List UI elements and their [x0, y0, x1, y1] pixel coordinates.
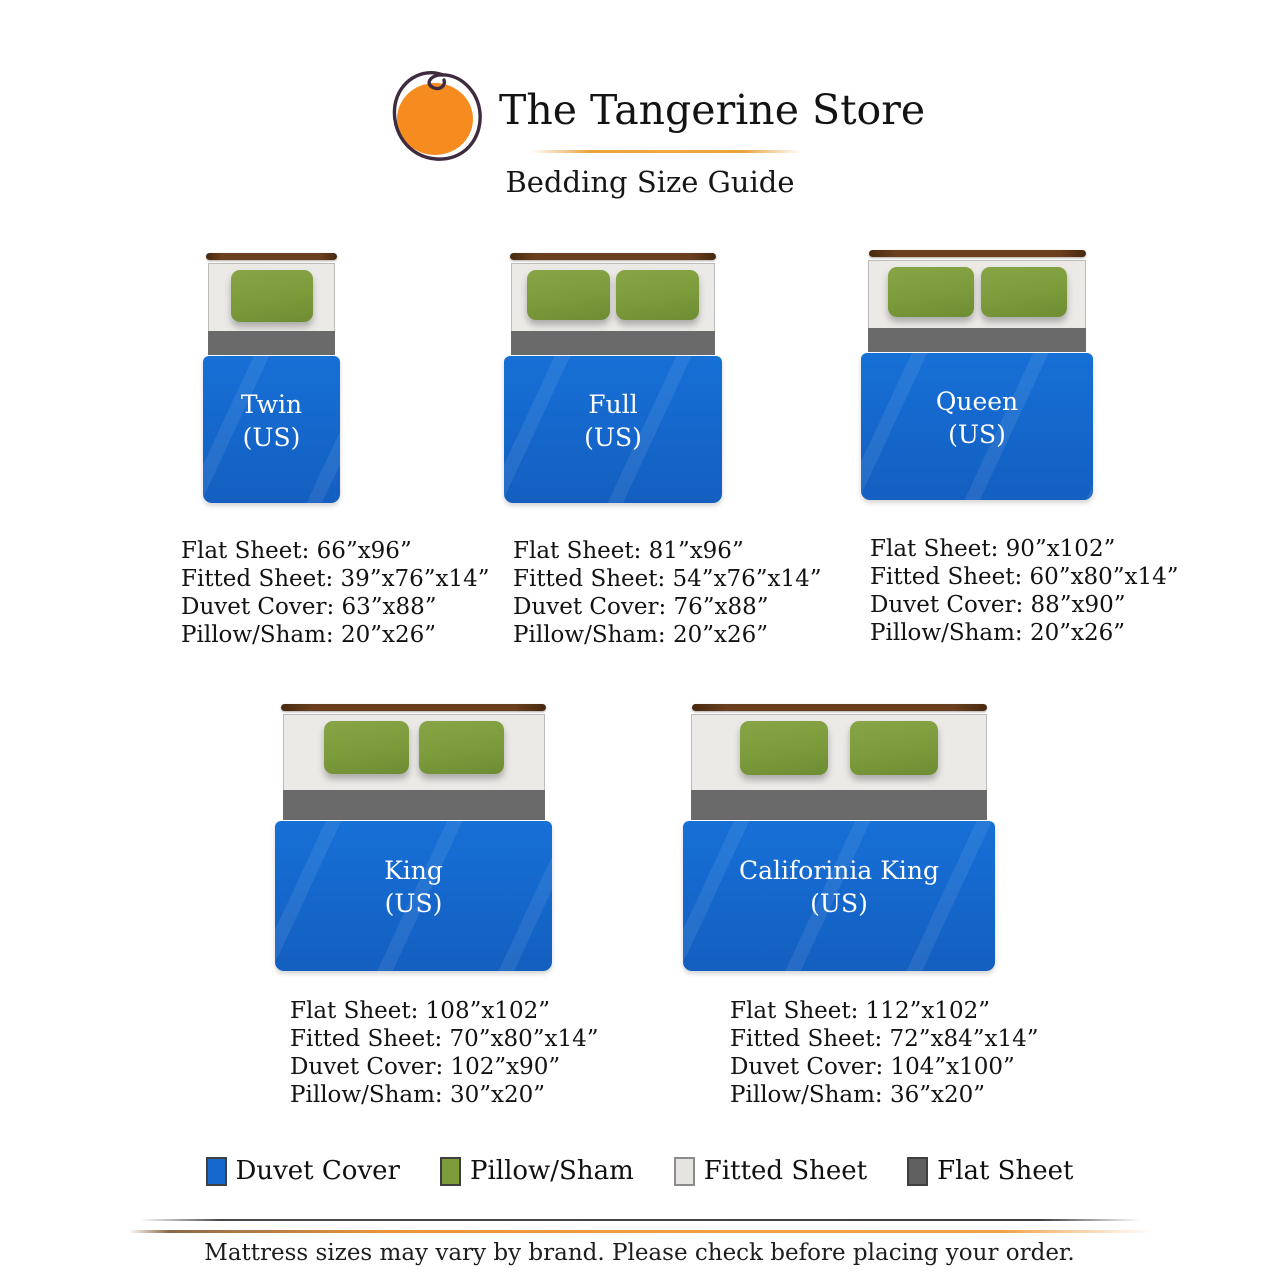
spec-line: Fitted Sheet: 54”x76”x14” — [513, 566, 822, 592]
legend-swatch-duvet-cover — [205, 1156, 227, 1186]
spec-line: Fitted Sheet: 70”x80”x14” — [290, 1026, 599, 1052]
fitted-sheet-area — [691, 714, 987, 790]
spec-line: Flat Sheet: 90”x102” — [870, 536, 1116, 562]
spec-line: Fitted Sheet: 72”x84”x14” — [730, 1026, 1039, 1052]
bed-name: Full — [588, 389, 638, 419]
duvet-cover: Califorinia King (US) — [683, 821, 995, 971]
spec-line: Pillow/Sham: 20”x26” — [513, 622, 768, 648]
spec-line: Pillow/Sham: 30”x20” — [290, 1082, 545, 1108]
bed-region: (US) — [948, 419, 1006, 449]
legend-swatch-fitted-sheet — [673, 1156, 695, 1186]
flat-sheet-band — [208, 331, 335, 355]
legend-swatch-flat-sheet — [907, 1156, 929, 1186]
headboard — [510, 253, 716, 260]
pillow — [616, 270, 699, 320]
fitted-sheet-area — [868, 260, 1086, 328]
fitted-sheet-area — [208, 263, 335, 331]
bed-diagram-queen: Queen (US) — [861, 250, 1093, 500]
flat-sheet-band — [511, 331, 715, 355]
legend-label: Pillow/Sham — [469, 1156, 634, 1186]
pillow — [527, 270, 610, 320]
headboard — [206, 253, 337, 260]
pillow — [230, 270, 313, 322]
flat-sheet-band — [868, 328, 1086, 352]
bed-name: King — [384, 856, 443, 885]
bed-name: Queen — [935, 386, 1019, 416]
bed-region: (US) — [242, 422, 301, 452]
bed-region: (US) — [810, 889, 868, 918]
legend-label: Flat Sheet — [937, 1156, 1074, 1186]
spec-line: Flat Sheet: 108”x102” — [290, 998, 550, 1024]
pillow — [323, 721, 409, 774]
bed-name: Califorinia King — [739, 856, 939, 885]
spec-list-queen: Flat Sheet: 90”x102” Fitted Sheet: 60”x8… — [870, 535, 1179, 647]
bed-diagram-twin: Twin (US) — [203, 253, 340, 503]
spec-line: Fitted Sheet: 60”x80”x14” — [870, 564, 1179, 590]
spec-line: Duvet Cover: 63”x88” — [181, 594, 437, 620]
title-divider — [530, 150, 802, 153]
pillow — [850, 721, 938, 775]
pillow — [980, 267, 1067, 317]
bed-label: King (US) — [384, 854, 443, 920]
brand-title: The Tangerine Store — [499, 86, 926, 134]
pillow — [418, 721, 504, 774]
legend-item-flat-sheet: Flat Sheet — [907, 1156, 1073, 1186]
bed-label: Califorinia King (US) — [739, 854, 939, 920]
headboard — [281, 704, 546, 711]
flat-sheet-band — [282, 790, 545, 820]
spec-line: Fitted Sheet: 39”x76”x14” — [181, 566, 490, 592]
bed-region: (US) — [584, 422, 642, 452]
bed-label: Queen (US) — [936, 385, 1018, 451]
headboard — [868, 250, 1086, 257]
bed-label: Full (US) — [584, 388, 642, 454]
spec-list-california-king: Flat Sheet: 112”x102” Fitted Sheet: 72”x… — [730, 997, 1039, 1109]
fitted-sheet-area — [511, 263, 715, 331]
spec-line: Duvet Cover: 88”x90” — [870, 592, 1126, 618]
spec-line: Duvet Cover: 76”x88” — [513, 594, 769, 620]
spec-line: Duvet Cover: 102”x90” — [290, 1054, 561, 1080]
bed-diagram-full: Full (US) — [504, 253, 722, 503]
pillow — [740, 721, 828, 775]
duvet-cover: Twin (US) — [203, 356, 340, 503]
legend-swatch-pillow-sham — [439, 1156, 461, 1186]
legend: Duvet Cover Pillow/Sham Fitted Sheet Fla… — [0, 1156, 1279, 1186]
spec-line: Flat Sheet: 81”x96” — [513, 538, 744, 564]
pillow — [887, 267, 974, 317]
duvet-cover: King (US) — [275, 821, 552, 971]
bed-name: Twin — [240, 389, 303, 419]
spec-line: Pillow/Sham: 20”x26” — [870, 620, 1125, 646]
spec-line: Pillow/Sham: 20”x26” — [181, 622, 436, 648]
duvet-cover: Queen (US) — [861, 353, 1093, 500]
legend-label: Duvet Cover — [235, 1156, 400, 1186]
flat-sheet-band — [691, 790, 987, 820]
page-subtitle: Bedding Size Guide — [505, 165, 795, 199]
spec-list-twin: Flat Sheet: 66”x96” Fitted Sheet: 39”x76… — [181, 537, 490, 649]
spec-line: Pillow/Sham: 36”x20” — [730, 1082, 985, 1108]
bed-label: Twin (US) — [241, 388, 302, 454]
headboard — [691, 704, 987, 711]
footer-divider-dark — [140, 1219, 1140, 1221]
spec-list-king: Flat Sheet: 108”x102” Fitted Sheet: 70”x… — [290, 997, 599, 1109]
tangerine-logo-icon — [392, 71, 482, 161]
legend-item-duvet-cover: Duvet Cover — [205, 1156, 400, 1186]
legend-item-pillow-sham: Pillow/Sham — [439, 1156, 634, 1186]
fitted-sheet-area — [282, 714, 545, 790]
spec-list-full: Flat Sheet: 81”x96” Fitted Sheet: 54”x76… — [513, 537, 822, 649]
spec-line: Flat Sheet: 112”x102” — [730, 998, 990, 1024]
footer-note: Mattress sizes may vary by brand. Please… — [204, 1240, 1075, 1266]
bed-diagram-california-king: Califorinia King (US) — [683, 704, 995, 971]
bed-diagram-king: King (US) — [275, 704, 552, 971]
legend-item-fitted-sheet: Fitted Sheet — [673, 1156, 868, 1186]
legend-label: Fitted Sheet — [703, 1156, 868, 1186]
duvet-cover: Full (US) — [504, 356, 722, 503]
footer-divider-orange — [128, 1230, 1152, 1233]
bed-region: (US) — [384, 889, 443, 918]
spec-line: Flat Sheet: 66”x96” — [181, 538, 412, 564]
spec-line: Duvet Cover: 104”x100” — [730, 1054, 1015, 1080]
